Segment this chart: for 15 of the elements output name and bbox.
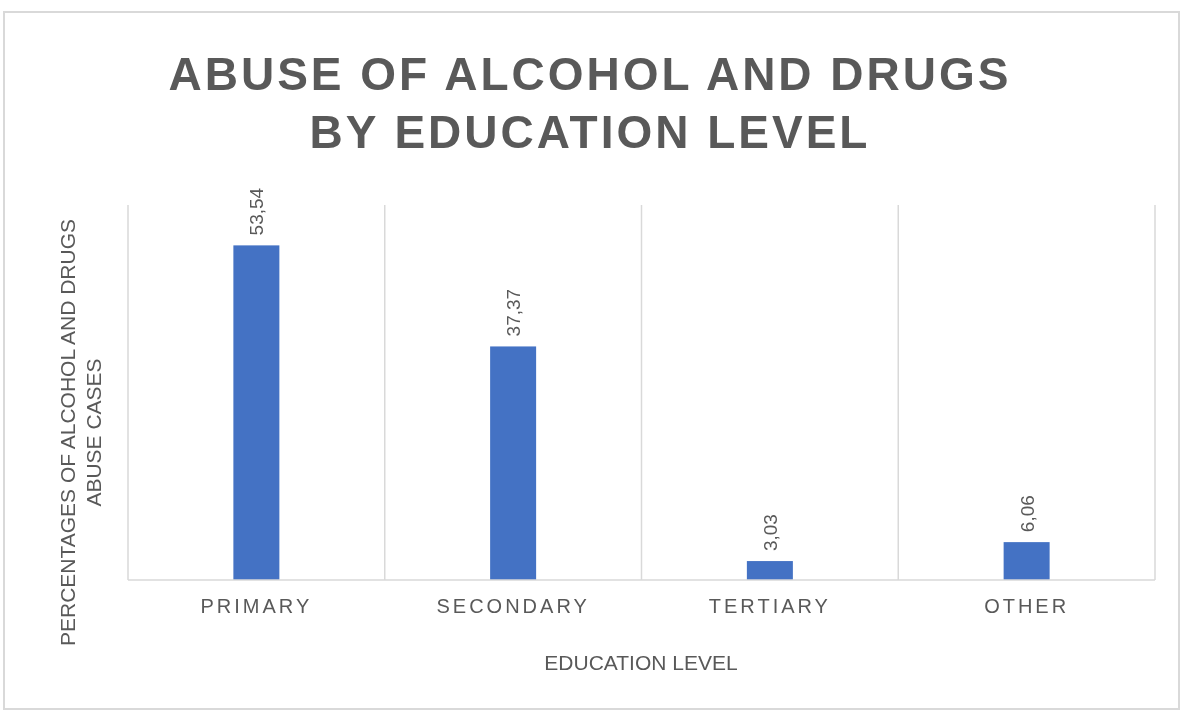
bar	[746, 561, 793, 580]
data-label: 37,37	[503, 288, 525, 337]
bar	[233, 245, 280, 580]
bar	[490, 346, 537, 580]
data-label: 53,54	[246, 187, 268, 236]
x-axis-title: EDUCATION LEVEL	[544, 651, 738, 674]
x-tick-label: PRIMARY	[200, 595, 313, 617]
data-label: 6,06	[1016, 495, 1038, 533]
y-axis-title: PERCENTAGES OF ALCOHOL AND DRUGS ABUSE CASES	[56, 218, 105, 647]
chart-title: ABUSE OF ALCOHOL AND DRUGS BY EDUCATION LEVEL	[168, 48, 1012, 158]
data-label: 3,03	[759, 514, 781, 552]
x-tick-label: OTHER	[984, 595, 1070, 617]
x-tick-label: TERTIARY	[708, 595, 831, 617]
bar	[1003, 542, 1050, 580]
x-tick-label: SECONDARY	[436, 595, 590, 617]
